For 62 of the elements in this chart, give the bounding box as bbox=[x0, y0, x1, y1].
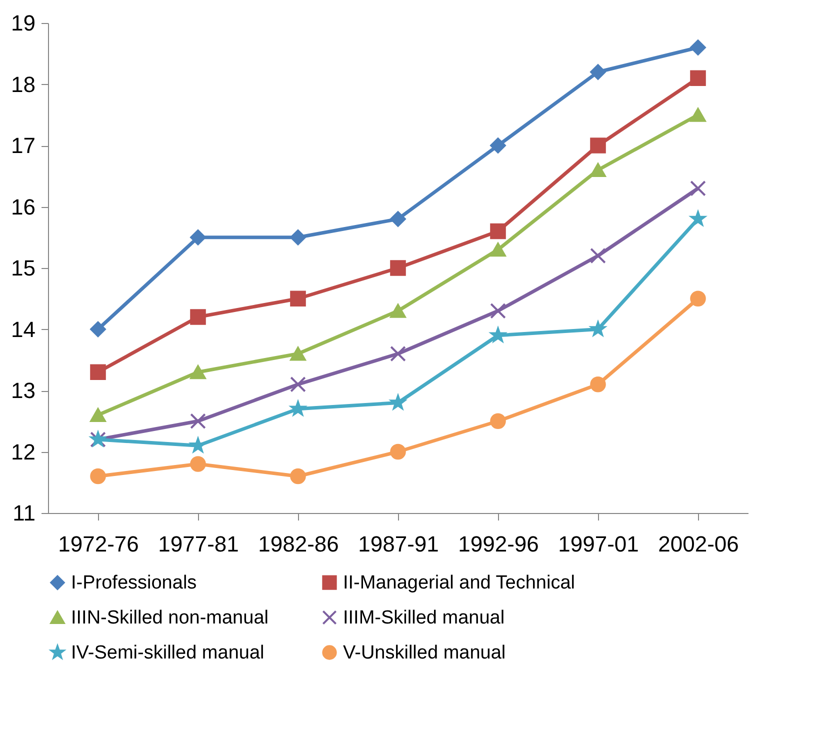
x-tick-label: 1987-91 bbox=[358, 532, 439, 556]
x-tick-label: 1992-96 bbox=[458, 532, 539, 556]
point bbox=[590, 138, 606, 154]
point bbox=[390, 260, 406, 276]
point bbox=[690, 180, 706, 196]
point bbox=[290, 400, 306, 416]
point bbox=[390, 394, 406, 410]
y-tick-label: 18 bbox=[11, 72, 36, 97]
point bbox=[690, 108, 706, 122]
y-tick-label: 16 bbox=[11, 194, 36, 220]
point bbox=[390, 346, 406, 362]
point bbox=[190, 309, 206, 325]
point bbox=[90, 408, 106, 422]
point bbox=[90, 321, 106, 338]
x-tick-label: 1997-01 bbox=[558, 532, 639, 556]
point bbox=[290, 346, 306, 361]
point bbox=[490, 223, 506, 240]
point bbox=[390, 304, 406, 318]
y-tick-label: 19 bbox=[11, 10, 36, 36]
legend-label: V-Unskilled manual bbox=[343, 642, 506, 664]
point bbox=[390, 211, 406, 227]
point bbox=[490, 138, 506, 154]
x-tick-label: 1972-76 bbox=[58, 532, 139, 556]
point bbox=[690, 40, 706, 56]
point bbox=[290, 290, 306, 307]
point bbox=[190, 456, 206, 472]
point bbox=[490, 413, 506, 430]
y-tick-label: 15 bbox=[11, 256, 36, 280]
point bbox=[590, 376, 606, 392]
point bbox=[590, 248, 606, 264]
y-tick-label: 11 bbox=[12, 500, 36, 526]
legend-label: IIIM-Skilled manual bbox=[343, 608, 505, 628]
y-tick-label: 13 bbox=[11, 378, 36, 403]
point bbox=[490, 242, 506, 257]
point bbox=[590, 163, 606, 177]
x-tick-label: 1982-86 bbox=[258, 532, 339, 556]
y-tick-label: 12 bbox=[11, 439, 36, 464]
point bbox=[190, 438, 206, 452]
point bbox=[590, 64, 606, 80]
legend-label: IV-Semi-skilled manual bbox=[71, 642, 264, 664]
point bbox=[390, 444, 406, 460]
point bbox=[190, 365, 206, 380]
point bbox=[190, 229, 206, 246]
y-tick-label: 17 bbox=[11, 133, 36, 158]
point bbox=[190, 413, 206, 430]
point bbox=[590, 321, 606, 336]
point bbox=[690, 211, 706, 226]
point bbox=[690, 70, 706, 86]
point bbox=[290, 468, 306, 484]
point bbox=[490, 302, 506, 319]
point bbox=[290, 229, 306, 246]
point bbox=[690, 290, 706, 307]
legend-label: II-Managerial and Technical bbox=[343, 572, 576, 594]
point bbox=[290, 376, 306, 392]
legend-label: I-Professionals bbox=[71, 572, 197, 594]
x-tick-label: 1977-81 bbox=[158, 532, 239, 556]
point bbox=[90, 468, 106, 484]
point bbox=[90, 364, 106, 380]
x-tick-label: 2002-06 bbox=[658, 532, 739, 556]
point bbox=[490, 327, 506, 342]
y-tick-label: 14 bbox=[11, 316, 36, 342]
legend-label: IIIN-Skilled non-manual bbox=[71, 608, 268, 628]
